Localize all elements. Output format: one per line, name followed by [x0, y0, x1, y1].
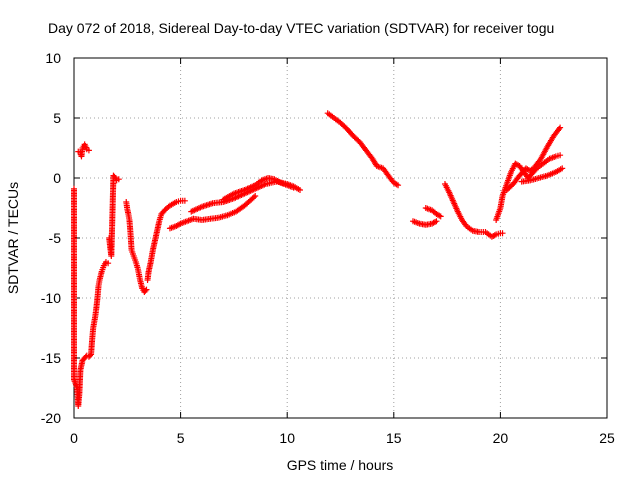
x-tick-label: 5 — [177, 430, 185, 446]
data-point — [143, 286, 150, 293]
tick-marks — [73, 57, 608, 419]
data-point — [499, 230, 506, 237]
data-point — [85, 147, 92, 154]
y-tick-label: 0 — [53, 170, 61, 186]
data-point — [557, 124, 564, 131]
data-point — [86, 352, 93, 359]
x-tick-label: 0 — [70, 430, 78, 446]
x-tick-label: 20 — [493, 430, 509, 446]
tick-labels: 0 5 10 15 20 25 -20 -15 -10 -5 0 5 10 — [41, 50, 615, 446]
data-point — [437, 213, 444, 220]
data-point — [395, 182, 402, 189]
x-tick-label: 10 — [279, 430, 295, 446]
data-point — [115, 176, 122, 183]
data-point — [181, 197, 188, 204]
y-tick-label: -10 — [41, 290, 61, 306]
data-point — [250, 194, 257, 201]
data-point — [559, 165, 566, 172]
data-point — [290, 184, 297, 191]
y-tick-label: -20 — [41, 410, 61, 426]
data-point — [111, 173, 118, 180]
x-tick-label: 15 — [386, 430, 402, 446]
y-axis-label: SDTVAR / TECUs — [5, 182, 21, 294]
y-tick-label: 5 — [53, 110, 61, 126]
y-tick-label: -15 — [41, 350, 61, 366]
plot-frame — [73, 57, 608, 419]
x-tick-label: 25 — [599, 430, 615, 446]
data-points — [71, 110, 566, 409]
chart-title: Day 072 of 2018, Sidereal Day-to-day VTE… — [48, 20, 554, 36]
data-point — [433, 218, 440, 225]
y-tick-label: -5 — [49, 230, 62, 246]
x-axis-label: GPS time / hours — [287, 457, 394, 473]
grid-lines — [74, 58, 607, 418]
data-point — [105, 260, 112, 267]
data-point — [252, 193, 259, 199]
data-point — [557, 152, 564, 159]
data-point — [142, 287, 149, 294]
y-tick-label: 10 — [45, 50, 61, 66]
data-point — [296, 187, 303, 193]
